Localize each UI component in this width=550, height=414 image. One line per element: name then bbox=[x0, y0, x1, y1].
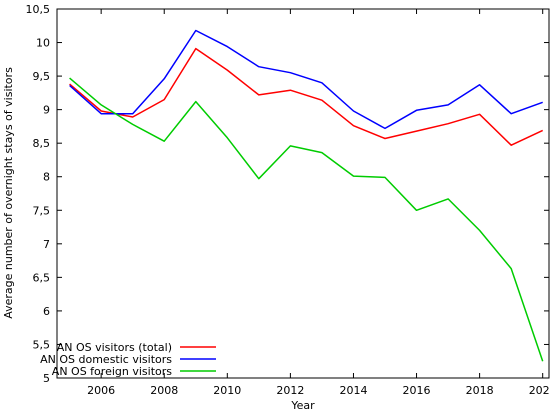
y-tick-label: 9,5 bbox=[33, 70, 51, 83]
y-tick-label: 6,5 bbox=[33, 271, 51, 284]
y-tick-label: 5 bbox=[43, 372, 50, 385]
x-tick-label: 2006 bbox=[87, 384, 115, 397]
legend-label: AN OS foreign visitors bbox=[52, 365, 172, 378]
x-tick-label: 2012 bbox=[276, 384, 304, 397]
x-axis: 2006 2008 2010 2012 2014 2016 2018 2020 bbox=[87, 9, 550, 397]
y-tick-label: 8,5 bbox=[33, 137, 51, 150]
y-tick-label: 10,5 bbox=[26, 3, 51, 16]
x-axis-title: Year bbox=[290, 399, 315, 412]
series-group bbox=[69, 29, 544, 362]
legend-label: AN OS visitors (total) bbox=[57, 341, 172, 354]
x-tick-label: 2008 bbox=[150, 384, 178, 397]
x-tick-label: 2010 bbox=[213, 384, 241, 397]
y-tick-label: 8 bbox=[43, 171, 50, 184]
legend-label: AN OS domestic visitors bbox=[40, 353, 172, 366]
y-tick-label: 10 bbox=[36, 37, 50, 50]
y-tick-label: 9 bbox=[43, 104, 50, 117]
y-axis-title: Average number of overnight stays of vis… bbox=[2, 67, 15, 319]
x-tick-label: 2014 bbox=[339, 384, 367, 397]
series-line bbox=[69, 77, 544, 362]
y-tick-label: 7 bbox=[43, 238, 50, 251]
y-tick-label: 6 bbox=[43, 305, 50, 318]
series-line bbox=[69, 47, 544, 146]
y-tick-label: 5,5 bbox=[33, 338, 51, 351]
plot-frame bbox=[56, 8, 550, 379]
y-tick-label: 7,5 bbox=[33, 204, 51, 217]
x-tick-label: 2020 bbox=[529, 384, 550, 397]
y-axis: 5 5,5 6 6,5 7 7,5 8 8,5 9 9,5 10 10,5 bbox=[26, 3, 549, 385]
series-line bbox=[69, 29, 543, 130]
x-tick-label: 2018 bbox=[466, 384, 494, 397]
x-tick-label: 2016 bbox=[403, 384, 431, 397]
legend: AN OS visitors (total)AN OS domestic vis… bbox=[40, 341, 216, 378]
